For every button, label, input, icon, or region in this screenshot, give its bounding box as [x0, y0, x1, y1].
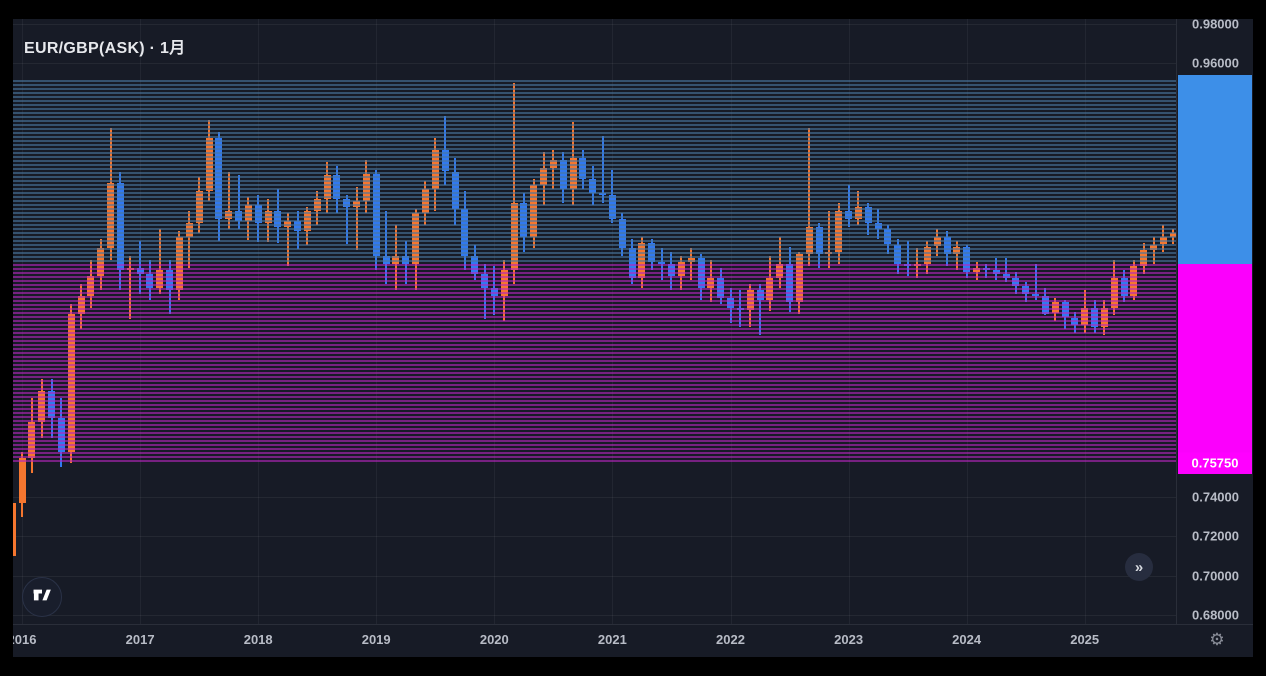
- gridline-horizontal: [13, 63, 1176, 64]
- time-tick-2017: 2017: [125, 632, 155, 647]
- lower-support-zone: [13, 264, 1176, 463]
- upper-resistance-zone: [13, 79, 1176, 265]
- tradingview-logo-icon: [32, 585, 52, 610]
- lower-support-zone-scale-rect: [1178, 264, 1252, 474]
- price-tick-0.74000: 0.74000: [1192, 489, 1239, 505]
- gridline-horizontal: [13, 497, 1176, 498]
- symbol-title[interactable]: EUR/GBP(ASK) · 1月: [24, 40, 186, 57]
- time-tick-2021: 2021: [597, 632, 627, 647]
- time-tick-2019: 2019: [361, 632, 391, 647]
- candle-body: [18, 457, 26, 503]
- gridline-horizontal: [13, 615, 1176, 617]
- time-tick-2024: 2024: [952, 632, 982, 647]
- time-tick-2023: 2023: [834, 632, 864, 647]
- chart-panel: EUR/GBP(ASK) · 1月 » 0.98000 0.96000 0.7400…: [13, 19, 1253, 657]
- price-tick-0.72000: 0.72000: [1192, 528, 1239, 544]
- price-tick-0.96000: 0.96000: [1192, 55, 1239, 71]
- expand-toolbar-button[interactable]: »: [1125, 553, 1153, 581]
- double-chevron-right-icon: »: [1134, 558, 1144, 576]
- time-axis[interactable]: 2016 2017 2018 2019 2020 2021 2022 2023 2024 2025: [13, 624, 1253, 657]
- gridline-horizontal: [13, 536, 1176, 538]
- gridline-horizontal: [13, 575, 1176, 577]
- chart-plot-area[interactable]: EUR/GBP(ASK) · 1月 »: [13, 19, 1176, 624]
- time-tick-2018: 2018: [243, 632, 273, 647]
- settings-gear-icon[interactable]: ⚙: [1209, 630, 1225, 649]
- time-tick-2016: 2016: [13, 632, 37, 647]
- time-tick-2020: 2020: [479, 632, 509, 647]
- time-tick-2022: 2022: [716, 632, 745, 647]
- gridline-horizontal: [13, 23, 1176, 25]
- price-tick-0.70000: 0.70000: [1192, 568, 1239, 584]
- price-axis[interactable]: 0.98000 0.96000 0.74000 0.72000 0.70000 0.680…: [1176, 19, 1253, 624]
- upper-resistance-zone-scale-rect: [1178, 74, 1252, 265]
- candle-body: [13, 502, 16, 557]
- price-tick-0.68000: 0.68000: [1192, 607, 1239, 623]
- tradingview-logo-button[interactable]: [22, 577, 62, 617]
- price-tick-0.98000: 0.98000: [1192, 19, 1239, 31]
- time-tick-2025: 2025: [1070, 632, 1100, 647]
- zone-price-label: 0.75750: [1178, 452, 1252, 473]
